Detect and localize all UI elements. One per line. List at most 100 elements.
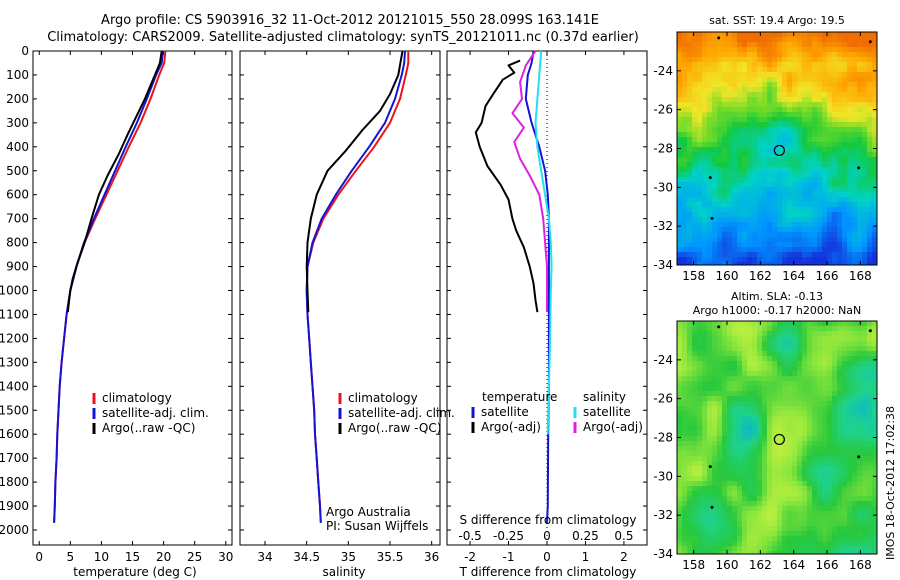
island-marker: [717, 36, 721, 40]
map-cell: [812, 37, 817, 42]
map-cell: [767, 237, 772, 242]
map-cell: [762, 476, 767, 481]
map-cell: [797, 62, 802, 67]
map-cell: [767, 207, 772, 212]
map-cell: [872, 187, 877, 192]
map-cell: [727, 471, 732, 476]
map-cell: [797, 102, 802, 107]
map-cell: [852, 351, 857, 356]
map-cell: [752, 371, 757, 376]
map-cell: [702, 406, 707, 411]
map-cell: [697, 386, 702, 391]
map-cell: [832, 207, 837, 212]
map-cell: [832, 127, 837, 132]
map-cell: [837, 396, 842, 401]
map-cell: [827, 336, 832, 341]
map-cell: [687, 167, 692, 172]
map-cell: [772, 426, 777, 431]
map-cell: [857, 162, 862, 167]
difference-xlabel: T difference from climatology: [459, 565, 637, 579]
map-cell: [742, 546, 747, 551]
map-cell: [757, 142, 762, 147]
map-cell: [807, 67, 812, 72]
map-cell: [852, 202, 857, 207]
map-cell: [867, 52, 872, 57]
map-cell: [692, 391, 697, 396]
map-cell: [677, 431, 682, 436]
map-cell: [762, 381, 767, 386]
map-cell: [772, 142, 777, 147]
map-cell: [797, 401, 802, 406]
map-cell: [842, 381, 847, 386]
map-cell: [677, 506, 682, 511]
map-cell: [727, 107, 732, 112]
map-cell: [872, 496, 877, 501]
map-cell: [857, 491, 862, 496]
map-cell: [707, 62, 712, 67]
map-cell: [722, 77, 727, 82]
y-tick-label: 1600: [0, 427, 29, 441]
map-cell: [787, 496, 792, 501]
map-cell: [837, 82, 842, 87]
map-cell: [797, 37, 802, 42]
map-cell: [807, 252, 812, 257]
map-cell: [747, 142, 752, 147]
map-cell: [822, 167, 827, 172]
map-cell: [687, 531, 692, 536]
map-cell: [722, 351, 727, 356]
map-cell: [717, 356, 722, 361]
map-cell: [692, 531, 697, 536]
map-cell: [867, 132, 872, 137]
map-cell: [742, 366, 747, 371]
map-cell: [842, 401, 847, 406]
map-cell: [832, 361, 837, 366]
map-cell: [797, 162, 802, 167]
map-cell: [832, 446, 837, 451]
map-cell: [737, 381, 742, 386]
legend-label: climatology: [102, 391, 172, 405]
map-cell: [842, 396, 847, 401]
map-cell: [677, 117, 682, 122]
map-cell: [717, 551, 722, 554]
map-cell: [867, 381, 872, 386]
map-cell: [727, 132, 732, 137]
map-cell: [707, 351, 712, 356]
map-cell: [722, 536, 727, 541]
map-cell: [807, 112, 812, 117]
map-cell: [807, 97, 812, 102]
map-cell: [837, 466, 842, 471]
map-cell: [717, 157, 722, 162]
map-cell: [687, 37, 692, 42]
map-cell: [682, 406, 687, 411]
map-cell: [812, 496, 817, 501]
map-cell: [772, 346, 777, 351]
map-cell: [687, 431, 692, 436]
map-cell: [757, 441, 762, 446]
map-cell: [857, 431, 862, 436]
map-cell: [847, 521, 852, 526]
map-cell: [832, 147, 837, 152]
map-cell: [692, 416, 697, 421]
map-cell: [777, 262, 782, 265]
map-cell: [747, 212, 752, 217]
map-cell: [847, 371, 852, 376]
map-cell: [827, 341, 832, 346]
map-cell: [832, 466, 837, 471]
map-cell: [682, 346, 687, 351]
map-cell: [822, 471, 827, 476]
map-cell: [762, 511, 767, 516]
map-cell: [857, 511, 862, 516]
map-cell: [777, 396, 782, 401]
map-cell: [727, 411, 732, 416]
y-tick-label: 1200: [0, 331, 29, 345]
map-cell: [792, 396, 797, 401]
map-cell: [732, 242, 737, 247]
map-cell: [777, 351, 782, 356]
map-cell: [822, 366, 827, 371]
map-cell: [682, 366, 687, 371]
map-cell: [752, 551, 757, 554]
map-cell: [802, 137, 807, 142]
map-cell: [757, 536, 762, 541]
map-cell: [847, 242, 852, 247]
map-cell: [702, 187, 707, 192]
